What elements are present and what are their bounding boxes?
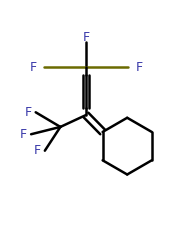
Text: F: F	[83, 31, 89, 44]
Text: F: F	[25, 106, 32, 119]
Text: F: F	[29, 61, 36, 74]
Text: F: F	[34, 144, 41, 157]
Text: F: F	[19, 128, 26, 141]
Text: F: F	[136, 61, 143, 74]
